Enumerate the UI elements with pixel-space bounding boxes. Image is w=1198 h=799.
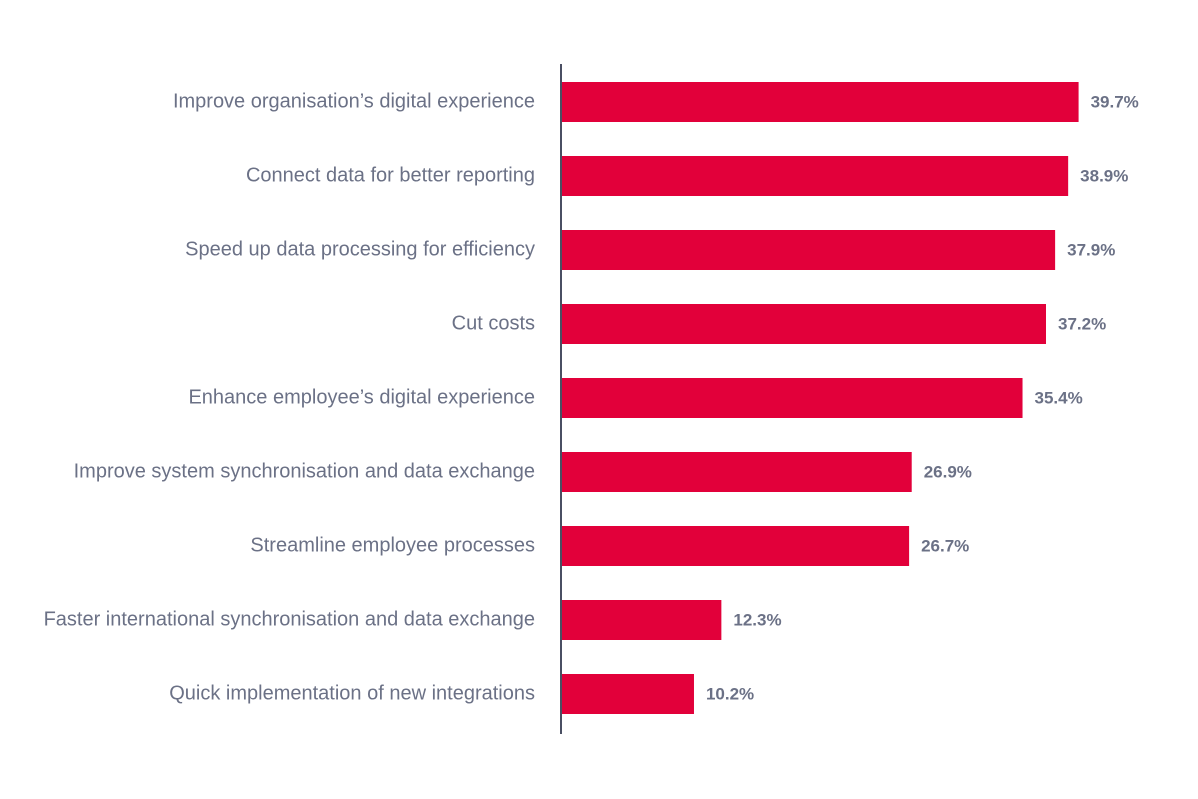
value-label: 26.7% <box>921 536 969 555</box>
bar <box>561 452 912 492</box>
value-label: 26.9% <box>924 462 972 481</box>
category-label: Faster international synchronisation and… <box>44 608 535 630</box>
bar <box>561 304 1046 344</box>
category-label: Improve system synchronisation and data … <box>74 460 535 482</box>
category-label: Cut costs <box>452 312 535 334</box>
bar <box>561 230 1056 270</box>
bar <box>561 378 1023 418</box>
value-label: 12.3% <box>733 610 781 629</box>
bar <box>561 82 1079 122</box>
value-label: 39.7% <box>1091 92 1139 111</box>
value-label: 37.9% <box>1067 240 1115 259</box>
category-label: Streamline employee processes <box>250 534 535 556</box>
value-label: 37.2% <box>1058 314 1106 333</box>
bar <box>561 156 1069 196</box>
category-label: Speed up data processing for efficiency <box>185 238 535 260</box>
value-label: 10.2% <box>706 684 754 703</box>
category-label: Quick implementation of new integrations <box>169 682 535 704</box>
bar <box>561 674 694 714</box>
category-labels-group: Improve organisation’s digital experienc… <box>44 90 535 704</box>
value-label: 35.4% <box>1035 388 1083 407</box>
category-label: Improve organisation’s digital experienc… <box>173 90 535 112</box>
category-label: Enhance employee’s digital experience <box>188 386 535 408</box>
bar <box>561 600 722 640</box>
value-label: 38.9% <box>1080 166 1128 185</box>
category-label: Connect data for better reporting <box>246 164 535 186</box>
bars-group <box>561 82 1079 714</box>
bar <box>561 526 910 566</box>
value-labels-group: 39.7% 38.9% 37.9% 37.2% 35.4% 26.9% 26.7% 12.3%… <box>706 92 1139 703</box>
